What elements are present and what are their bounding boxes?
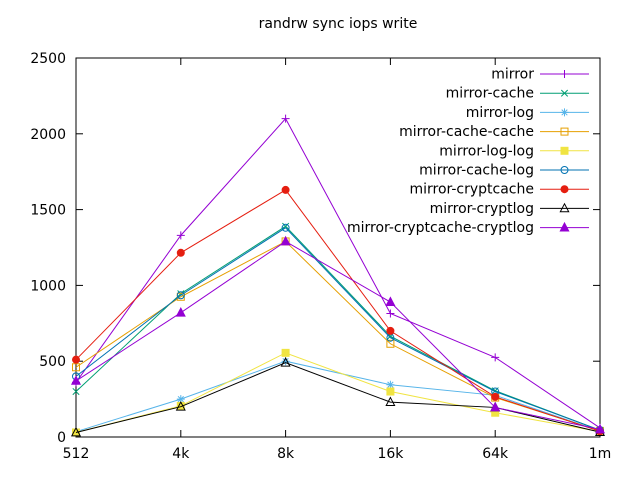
marker-triangle-filled	[559, 221, 570, 232]
marker-asterisk	[560, 108, 569, 117]
series-mirror-cryptcache-cryptlog	[70, 235, 606, 434]
legend-entry: mirror-cryptcache	[409, 182, 589, 198]
series-line	[75, 360, 601, 433]
marker-circle-open	[281, 223, 290, 232]
marker-square-filled	[281, 348, 290, 357]
legend-entry: mirror-log-log	[439, 143, 589, 159]
x-tick-label: 8k	[277, 446, 295, 462]
y-tick-label: 500	[39, 354, 66, 370]
marker-circle-open	[176, 291, 185, 300]
series-line	[75, 117, 601, 429]
series-mirror-cache-log	[72, 223, 604, 435]
legend-label: mirror-cryptcache-cryptlog	[347, 220, 534, 236]
series-mirror-log-log	[72, 348, 604, 437]
marker-asterisk	[176, 395, 185, 404]
marker-cross	[72, 387, 80, 396]
legend-label: mirror-cache	[446, 86, 534, 102]
marker-circle-open	[560, 166, 569, 174]
x-tick-label: 16k	[377, 446, 404, 462]
marker-triangle-open	[70, 426, 82, 437]
marker-circle-filled	[72, 355, 80, 364]
plot-area: 0 500 1000 1500 2000 2500 512 4k 8k 16k 64k 1m mirro…	[30, 51, 611, 462]
marker-triangle-filled	[70, 375, 82, 385]
series-line	[75, 227, 601, 431]
marker-square-open	[386, 339, 395, 348]
marker-circle-filled	[281, 185, 290, 194]
y-tick-label: 0	[57, 430, 66, 446]
marker-plus	[560, 70, 569, 78]
x-tick-label: 4k	[172, 446, 190, 462]
marker-plus	[176, 231, 185, 240]
legend-label: mirror-log	[466, 105, 534, 121]
y-tick-label: 2500	[30, 51, 66, 67]
marker-plus	[491, 353, 500, 362]
series-line	[75, 189, 601, 432]
legend-entry: mirror-cryptlog	[430, 201, 589, 217]
marker-cross	[282, 222, 290, 230]
legend: mirror mirror-cache mirror-log mirror-cache…	[347, 67, 589, 236]
series-mirror-cryptlog	[70, 357, 606, 437]
marker-triangle-open	[559, 202, 570, 213]
marker-square-filled	[560, 146, 569, 155]
marker-square-open	[560, 127, 569, 136]
legend-label: mirror-cache-cache	[399, 124, 534, 140]
chart-title: randrw sync iops write	[259, 16, 418, 32]
marker-cross	[560, 89, 569, 97]
marker-square-filled	[386, 387, 395, 396]
y-tick-label: 1500	[30, 203, 66, 219]
legend-entry: mirror-cache-log	[419, 163, 589, 179]
legend-entry: mirror-cache-cache	[399, 124, 589, 140]
marker-asterisk	[386, 380, 395, 389]
marker-triangle-open	[280, 357, 291, 367]
marker-triangle-open	[175, 401, 186, 411]
legend-entry: mirror	[491, 67, 589, 83]
marker-triangle-filled	[280, 235, 291, 246]
marker-plus	[281, 114, 290, 123]
marker-triangle-filled	[385, 296, 396, 306]
x-tick-label: 64k	[482, 446, 509, 462]
marker-plus	[386, 309, 395, 318]
series-mirror-log	[72, 357, 604, 436]
series-line	[75, 240, 601, 430]
legend-entry: mirror-cryptcache-cryptlog	[347, 220, 589, 236]
marker-circle-filled	[491, 392, 500, 401]
series-line	[75, 225, 601, 431]
x-tick-label: 512	[63, 446, 90, 462]
marker-circle-filled	[560, 185, 569, 194]
marker-asterisk	[281, 357, 290, 366]
y-axis: 0 500 1000 1500 2000 2500	[30, 51, 600, 446]
series-line	[75, 352, 601, 433]
marker-triangle-filled	[175, 307, 186, 317]
marker-circle-filled	[176, 248, 185, 257]
marker-triangle-open	[385, 396, 396, 407]
marker-triangle-filled	[594, 423, 606, 434]
legend-label: mirror-log-log	[439, 143, 534, 159]
y-tick-label: 1000	[30, 278, 66, 294]
legend-label: mirror-cache-log	[419, 163, 534, 179]
marker-triangle-filled	[490, 401, 501, 412]
legend-label: mirror	[491, 67, 534, 83]
plot-border	[75, 57, 601, 438]
marker-circle-filled	[386, 326, 395, 335]
legend-entry: mirror-log	[466, 105, 589, 121]
series-line	[75, 240, 601, 432]
legend-entry: mirror-cache	[446, 86, 589, 102]
marker-square-open	[72, 363, 80, 372]
y-tick-label: 2000	[30, 127, 66, 143]
x-tick-label: 1m	[589, 446, 612, 462]
legend-label: mirror-cryptcache	[409, 182, 534, 198]
legend-label: mirror-cryptlog	[430, 201, 534, 217]
